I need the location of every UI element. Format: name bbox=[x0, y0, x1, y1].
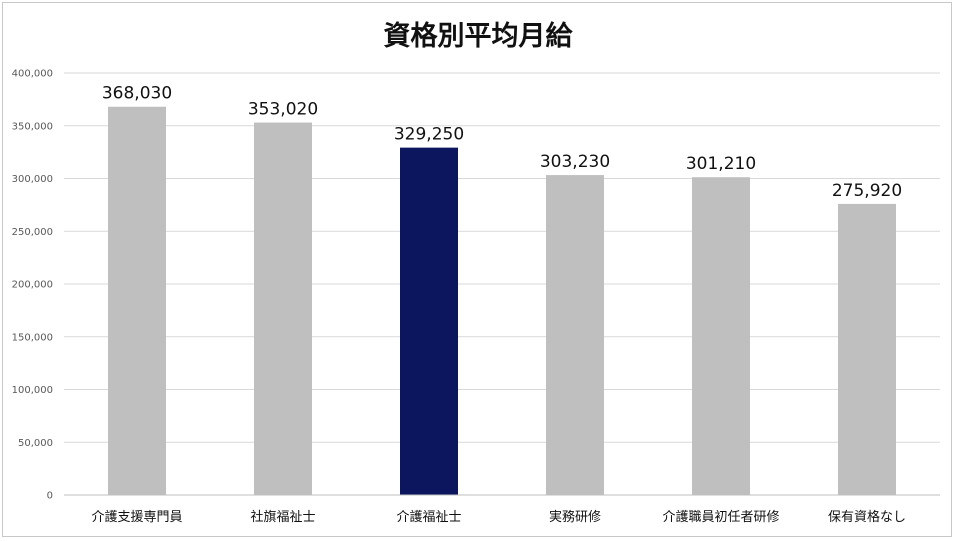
data-label: 353,020 bbox=[248, 100, 318, 120]
category-label: 実務研修 bbox=[549, 509, 601, 525]
bar bbox=[400, 147, 458, 496]
category-label: 介護職員初任者研修 bbox=[662, 509, 779, 525]
category-label: 保有資格なし bbox=[828, 509, 906, 525]
y-tick-label: 150,000 bbox=[12, 332, 53, 343]
category-label: 介護福祉士 bbox=[396, 509, 461, 525]
bar bbox=[108, 106, 166, 496]
y-tick-label: 0 bbox=[47, 491, 53, 502]
data-label: 368,030 bbox=[102, 84, 172, 104]
y-tick-label: 100,000 bbox=[12, 385, 53, 396]
category-label: 社旗福祉士 bbox=[250, 509, 315, 525]
category-label: 介護支援専門員 bbox=[91, 509, 182, 525]
data-label: 275,920 bbox=[832, 181, 902, 201]
y-tick-label: 50,000 bbox=[18, 438, 53, 449]
data-labels: 368,030 353,020 329,250 303,230 301,210 275,9… bbox=[102, 84, 902, 201]
y-tick-label: 200,000 bbox=[12, 280, 53, 291]
y-tick-label: 300,000 bbox=[12, 174, 53, 185]
data-label: 329,250 bbox=[394, 125, 464, 145]
gridlines bbox=[64, 72, 940, 443]
bar bbox=[546, 175, 604, 495]
bar bbox=[692, 177, 750, 495]
y-tick-label: 350,000 bbox=[12, 121, 53, 132]
y-axis-ticks: 0 50,000 100,000 150,000 200,000 250,000 300,0… bbox=[12, 69, 53, 502]
category-labels: 介護支援専門員 社旗福祉士 介護福祉士 実務研修 介護職員初任者研修 保有資格なし bbox=[91, 509, 906, 525]
bar bbox=[254, 122, 312, 495]
chart-title: 資格別平均月給 bbox=[383, 21, 573, 52]
y-tick-label: 250,000 bbox=[12, 227, 53, 238]
bar bbox=[838, 203, 896, 495]
data-label: 303,230 bbox=[540, 152, 610, 172]
bars bbox=[108, 106, 896, 496]
y-tick-label: 400,000 bbox=[12, 69, 53, 80]
data-label: 301,210 bbox=[686, 154, 756, 174]
